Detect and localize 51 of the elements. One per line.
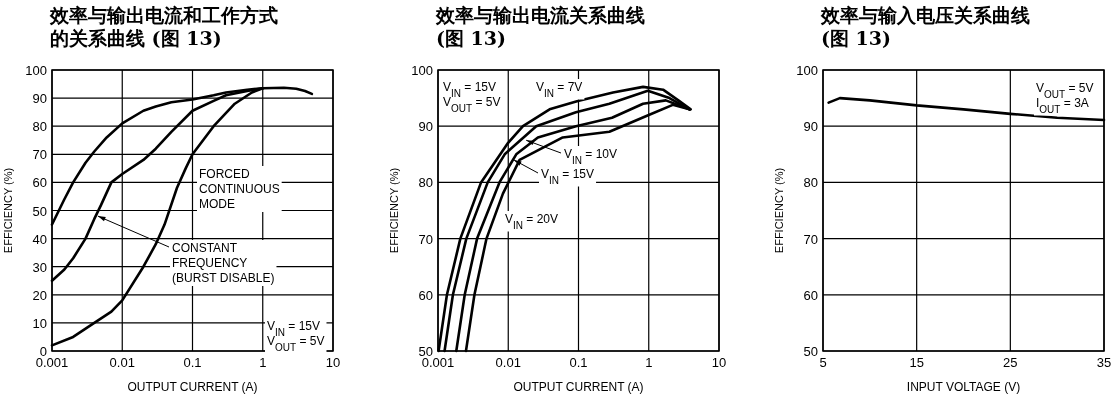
y-axis-title: EFFICIENCY (%) <box>388 167 400 254</box>
y-tick-label: 90 <box>32 91 47 107</box>
y-tick-label: 40 <box>32 231 47 247</box>
annotation: FORCED CONTINUOUS MODE <box>199 167 280 211</box>
y-tick-label: 60 <box>32 175 47 191</box>
annotation: V$_{IN}$ = 20V <box>505 212 559 231</box>
x-tick-label: 1 <box>645 355 653 370</box>
y-tick-label: 20 <box>32 287 47 303</box>
y-tick-label: 90 <box>418 119 433 135</box>
y-tick-label: 100 <box>411 63 433 78</box>
x-axis-title: OUTPUT CURRENT (A) <box>127 380 258 394</box>
y-tick-label: 70 <box>803 231 818 247</box>
x-axis-title: OUTPUT CURRENT (A) <box>513 380 644 394</box>
annotation: V$_{IN}$ = 15V V$_{OUT}$ = 5V <box>267 319 325 353</box>
y-tick-label: 80 <box>418 175 433 191</box>
x-tick-label: 0.01 <box>109 355 135 370</box>
annotation: V$_{IN}$ = 7V <box>536 80 583 99</box>
x-tick-label: 1 <box>259 355 267 370</box>
y-axis-title: EFFICIENCY (%) <box>773 167 785 254</box>
y-tick-label: 80 <box>803 175 818 191</box>
y-tick-label: 50 <box>803 344 818 359</box>
text: V$_{OUT}$ = 5V I$_{OUT}$ = 3A <box>1036 81 1094 115</box>
chart-title: 效率与输出电流关系曲线 (图 13) <box>436 4 646 50</box>
y-tick-label: 60 <box>803 287 818 303</box>
x-tick-label: 15 <box>909 355 924 370</box>
x-tick-label: 5 <box>819 355 827 370</box>
y-tick-label: 60 <box>418 287 433 303</box>
x-tick-label: 10 <box>325 355 341 370</box>
chart-title: 效率与输入电压关系曲线 (图 13) <box>821 4 1031 50</box>
x-tick-label: 0.1 <box>183 355 202 370</box>
y-axis-title: EFFICIENCY (%) <box>2 167 14 254</box>
x-axis-title: INPUT VOLTAGE (V) <box>906 380 1021 394</box>
annotation: V$_{IN}$ = 15V <box>541 167 595 186</box>
y-tick-label: 50 <box>32 203 47 219</box>
x-tick-label: 0.01 <box>495 355 521 370</box>
y-tick-label: 100 <box>796 63 818 78</box>
x-tick-label: 25 <box>1003 355 1018 370</box>
y-tick-label: 30 <box>32 259 47 275</box>
y-tick-label: 90 <box>803 119 818 135</box>
annotation: CONSTANT FREQUENCY (BURST DISABLE) <box>172 241 275 285</box>
x-tick-label: 10 <box>711 355 727 370</box>
y-tick-label: 100 <box>25 63 47 78</box>
annotation: V$_{IN}$ = 10V <box>564 147 618 166</box>
x-tick-label: 0.1 <box>569 355 588 370</box>
annotation: V$_{IN}$ = 15V V$_{OUT}$ = 5V <box>443 80 501 114</box>
y-tick-label: 70 <box>32 147 47 163</box>
y-tick-label: 70 <box>418 231 433 247</box>
x-tick-label: 35 <box>1096 355 1112 370</box>
y-tick-label: 10 <box>32 315 47 331</box>
y-tick-label: 80 <box>32 119 47 135</box>
chart-title: 效率与输出电流和工作方式的关系曲线 (图 13) <box>50 4 279 50</box>
